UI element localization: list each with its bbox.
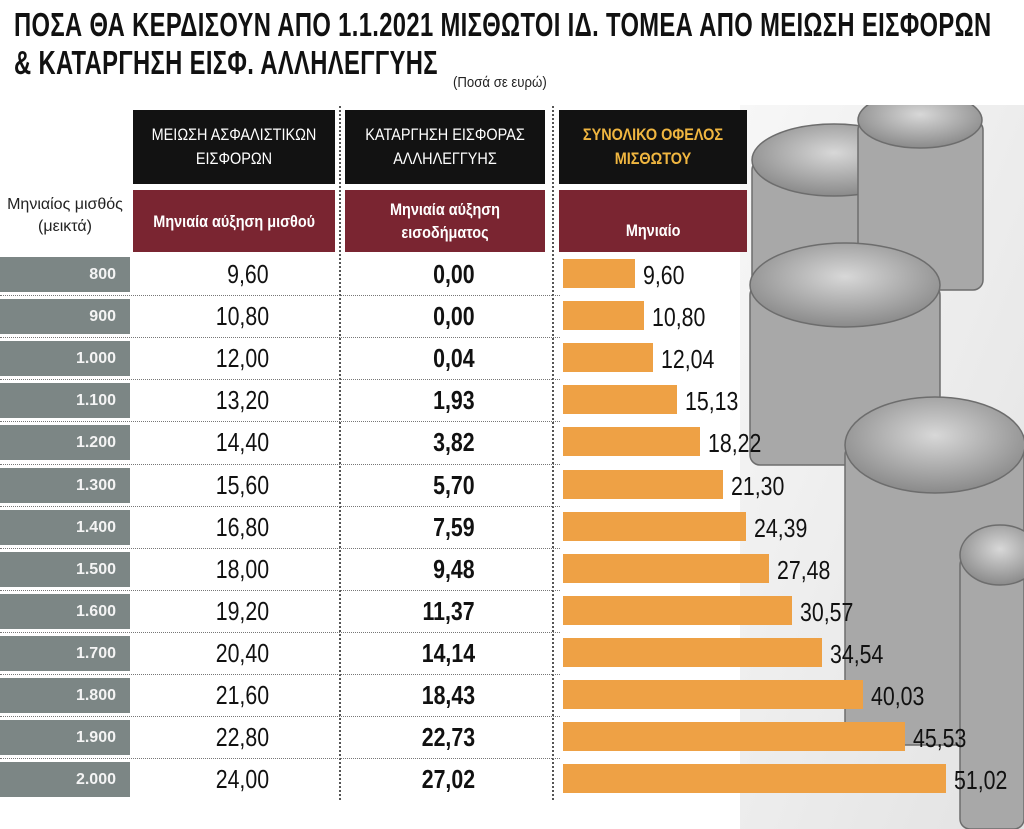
total-bar (563, 301, 644, 330)
salary-cell: 1.400 (0, 510, 130, 545)
header-total-group: ΣΥΝΟΛΙΚΟ ΟΦΕΛΟΣ ΜΙΣΘΩΤΟΥ (559, 110, 747, 184)
subheader-total: Μηνιαίο (559, 190, 747, 252)
header-contrib-group: ΜΕΙΩΣΗ ΑΣΦΑΛΙΣΤΙΚΩΝ ΕΙΣΦΟΡΩΝ (133, 110, 335, 184)
total-label: 27,48 (777, 555, 831, 585)
total-bar (563, 259, 635, 288)
total-bar (563, 596, 792, 625)
salary-cell: 1.500 (0, 552, 130, 587)
row-divider (0, 295, 560, 296)
coins-illustration (740, 105, 1024, 829)
subheader-solidarity: Μηνιαία αύξηση εισοδήματος (345, 190, 545, 252)
total-bar (563, 764, 946, 793)
solidarity-cell: 27,02 (345, 762, 545, 797)
solidarity-cell: 11,37 (345, 594, 545, 629)
salary-cell: 2.000 (0, 762, 130, 797)
total-bar (563, 343, 653, 372)
title-line-1: ΠΟΣΑ ΘΑ ΚΕΡΔΙΣΟΥΝ ΑΠΟ 1.1.2021 ΜΙΣΘΩΤΟΙ … (14, 6, 992, 43)
salary-cell: 1.100 (0, 383, 130, 418)
total-label: 34,54 (830, 639, 884, 669)
row-divider (0, 548, 560, 549)
row-divider (0, 421, 560, 422)
row-divider (0, 716, 560, 717)
total-label: 9,60 (643, 260, 685, 290)
column-separator (339, 106, 341, 800)
total-label: 18,22 (708, 428, 762, 458)
total-bar (563, 638, 822, 667)
total-label: 21,30 (731, 471, 785, 501)
chart-title: ΠΟΣΑ ΘΑ ΚΕΡΔΙΣΟΥΝ ΑΠΟ 1.1.2021 ΜΙΣΘΩΤΟΙ … (14, 6, 992, 82)
contrib-cell: 10,80 (133, 299, 335, 334)
contrib-cell: 9,60 (133, 257, 335, 292)
solidarity-cell: 0,00 (345, 299, 545, 334)
solidarity-cell: 0,00 (345, 257, 545, 292)
salary-cell: 1.300 (0, 468, 130, 503)
solidarity-cell: 3,82 (345, 425, 545, 460)
total-bar (563, 680, 863, 709)
solidarity-cell: 0,04 (345, 341, 545, 376)
row-divider (0, 379, 560, 380)
contrib-cell: 22,80 (133, 720, 335, 755)
row-divider (0, 674, 560, 675)
solidarity-cell: 1,93 (345, 383, 545, 418)
salary-cell: 800 (0, 257, 130, 292)
contrib-cell: 24,00 (133, 762, 335, 797)
total-bar (563, 470, 723, 499)
solidarity-cell: 5,70 (345, 468, 545, 503)
solidarity-cell: 9,48 (345, 552, 545, 587)
solidarity-cell: 14,14 (345, 636, 545, 671)
contrib-cell: 15,60 (133, 468, 335, 503)
subheader-contrib: Μηνιαία αύξηση μισθού (133, 190, 335, 252)
solidarity-cell: 18,43 (345, 678, 545, 713)
header-solidarity-group: ΚΑΤΑΡΓΗΣΗ ΕΙΣΦΟΡΑΣ ΑΛΛΗΛΕΓΓΥΗΣ (345, 110, 545, 184)
salary-cell: 1.200 (0, 425, 130, 460)
total-bar (563, 554, 769, 583)
contrib-cell: 18,00 (133, 552, 335, 587)
contrib-cell: 21,60 (133, 678, 335, 713)
total-bar (563, 385, 677, 414)
contrib-cell: 13,20 (133, 383, 335, 418)
contrib-cell: 14,40 (133, 425, 335, 460)
total-bar (563, 722, 905, 751)
total-label: 24,39 (754, 513, 808, 543)
total-label: 10,80 (652, 302, 706, 332)
salary-cell: 1.000 (0, 341, 130, 376)
title-line-2: & ΚΑΤΑΡΓΗΣΗ ΕΙΣΦ. ΑΛΛΗΛΕΓΓΥΗΣ (14, 44, 438, 81)
total-bar (563, 512, 746, 541)
salary-cell: 1.900 (0, 720, 130, 755)
solidarity-cell: 7,59 (345, 510, 545, 545)
salary-cell: 1.600 (0, 594, 130, 629)
total-label: 12,04 (661, 344, 715, 374)
total-bar (563, 427, 700, 456)
row-divider (0, 632, 560, 633)
column-separator (552, 106, 554, 800)
total-label: 40,03 (871, 681, 925, 711)
total-label: 51,02 (954, 765, 1008, 795)
total-label: 30,57 (800, 597, 854, 627)
salary-cell: 1.800 (0, 678, 130, 713)
row-divider (0, 337, 560, 338)
row-divider (0, 464, 560, 465)
salary-cell: 1.700 (0, 636, 130, 671)
contrib-cell: 16,80 (133, 510, 335, 545)
row-header-salary: Μηνιαίος μισθός (μεικτά) (7, 196, 123, 235)
row-divider (0, 758, 560, 759)
total-label: 15,13 (685, 386, 739, 416)
total-label: 45,53 (913, 723, 967, 753)
contrib-cell: 12,00 (133, 341, 335, 376)
contrib-cell: 19,20 (133, 594, 335, 629)
contrib-cell: 20,40 (133, 636, 335, 671)
salary-cell: 900 (0, 299, 130, 334)
solidarity-cell: 22,73 (345, 720, 545, 755)
row-divider (0, 590, 560, 591)
row-divider (0, 506, 560, 507)
units-note: (Ποσά σε ευρώ) (453, 74, 547, 91)
